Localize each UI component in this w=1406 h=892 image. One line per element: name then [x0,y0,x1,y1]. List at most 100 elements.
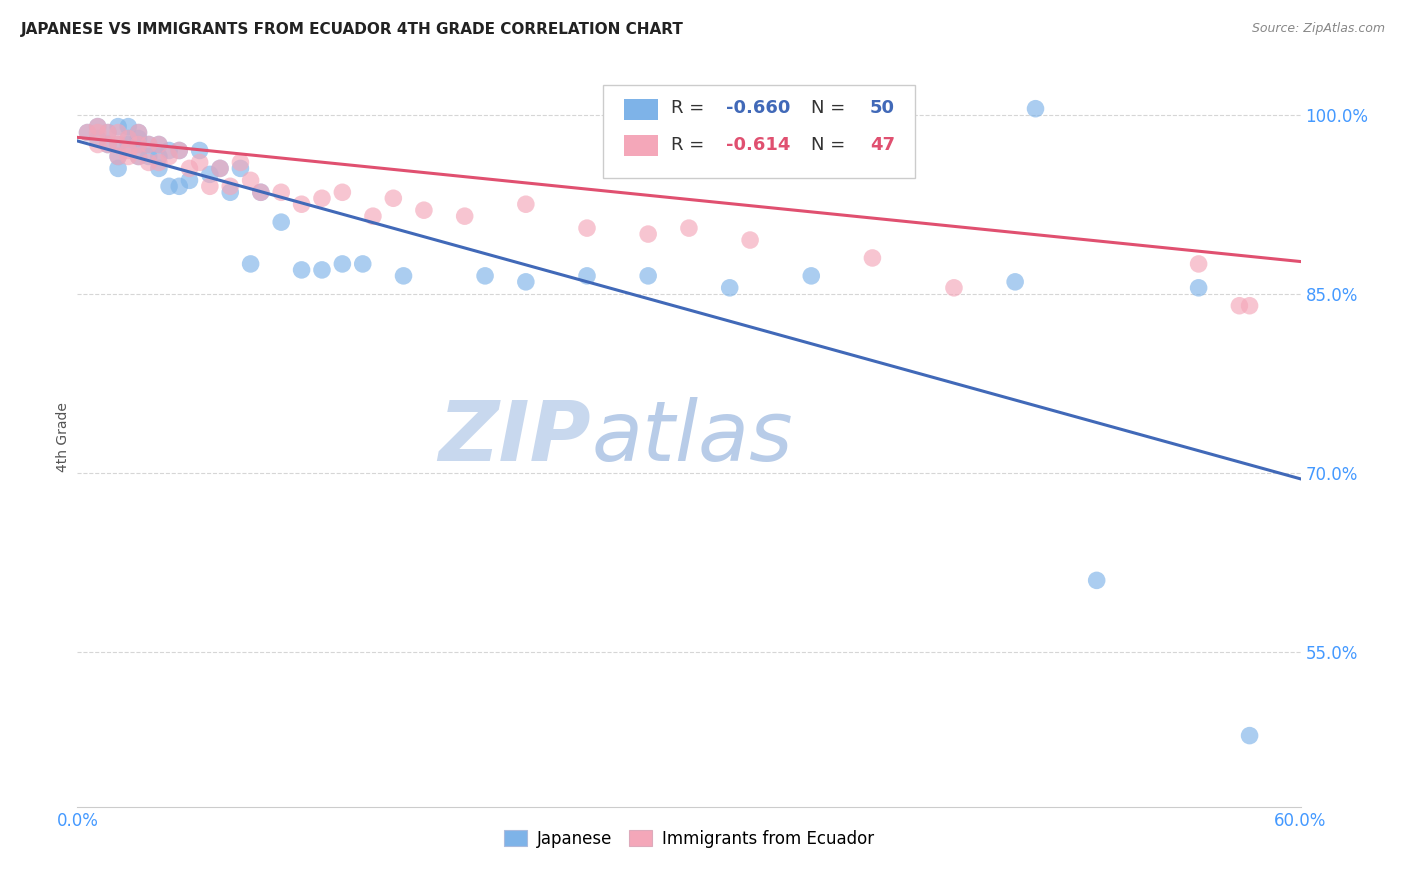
Point [208,161,231,176]
Point [942,281,965,295]
Point [311,263,333,277]
Point [474,268,496,283]
Text: Source: ZipAtlas.com: Source: ZipAtlas.com [1251,22,1385,36]
Point [87,120,110,134]
Point [157,179,180,194]
Point [169,144,191,158]
Point [1239,729,1261,743]
Point [169,179,191,194]
Point [188,144,211,158]
Point [637,268,659,283]
Y-axis label: 4th Grade: 4th Grade [56,402,70,472]
Point [148,137,170,152]
Point [290,263,312,277]
Point [576,268,599,283]
Point [117,144,139,158]
Text: 50: 50 [870,99,896,117]
Point [637,227,659,241]
Point [117,131,139,145]
Point [148,161,170,176]
Point [1004,275,1026,289]
Point [107,149,129,163]
Point [87,137,110,152]
Point [1187,257,1209,271]
Text: -0.660: -0.660 [725,99,790,117]
Point [179,173,201,187]
FancyBboxPatch shape [624,135,658,156]
Point [107,161,129,176]
Point [453,209,475,223]
Text: -0.614: -0.614 [725,136,790,153]
Point [270,215,292,229]
Point [1085,574,1108,588]
Point [87,131,110,145]
Point [179,161,201,176]
Text: ZIP: ZIP [439,397,591,477]
Point [127,131,149,145]
Text: N =: N = [811,99,851,117]
Point [382,191,405,205]
Point [332,186,354,200]
Point [148,137,170,152]
Point [97,126,120,140]
Point [740,233,762,247]
Point [157,149,180,163]
Point [270,186,292,200]
Point [107,149,129,163]
Point [361,209,384,223]
Point [76,126,98,140]
Point [392,268,415,283]
Point [800,268,823,283]
Point [413,203,436,218]
Point [239,257,262,271]
Point [117,120,139,134]
Point [138,149,160,163]
Point [127,137,149,152]
Point [1187,281,1209,295]
Point [107,137,129,152]
Point [138,137,160,152]
Point [138,155,160,169]
Text: 47: 47 [870,136,896,153]
Point [219,179,242,194]
Point [515,197,537,211]
Point [148,149,170,163]
Point [87,126,110,140]
Point [198,167,221,181]
Point [229,161,252,176]
Point [219,186,242,200]
Point [117,137,139,152]
Point [1239,299,1261,313]
Point [290,197,312,211]
Point [138,137,160,152]
Point [515,275,537,289]
Point [107,126,129,140]
Point [127,149,149,163]
Point [107,120,129,134]
Point [1229,299,1251,313]
Point [718,281,741,295]
Point [87,120,110,134]
Point [169,144,191,158]
Point [127,126,149,140]
Point [127,149,149,163]
Point [250,186,273,200]
Point [107,137,129,152]
Point [678,221,700,235]
Point [208,161,231,176]
Legend: Japanese, Immigrants from Ecuador: Japanese, Immigrants from Ecuador [496,823,882,855]
Point [117,131,139,145]
Point [576,221,599,235]
Point [117,149,139,163]
Point [97,137,120,152]
Text: N =: N = [811,136,851,153]
Point [76,126,98,140]
Point [862,251,884,265]
Point [332,257,354,271]
Point [229,155,252,169]
Point [239,173,262,187]
Point [97,137,120,152]
Text: R =: R = [671,136,710,153]
Point [188,155,211,169]
Point [1024,102,1046,116]
